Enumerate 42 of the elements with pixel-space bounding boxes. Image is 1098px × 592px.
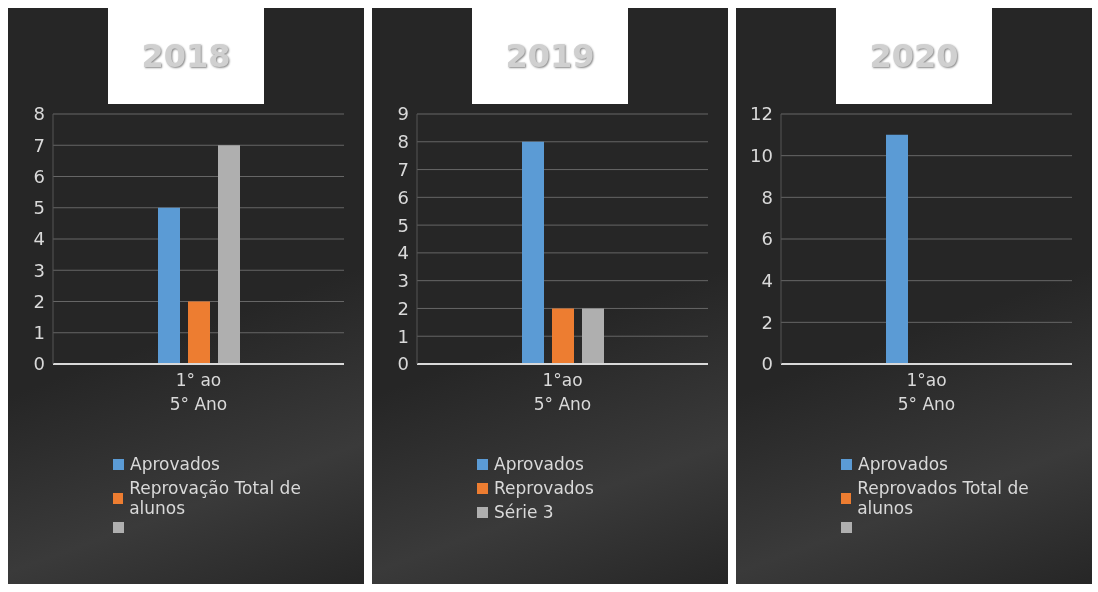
y-tick-label: 2	[397, 297, 409, 319]
y-tick-label: 8	[397, 131, 409, 153]
y-tick-label: 2	[761, 311, 773, 333]
chart-title: 2020	[836, 8, 992, 104]
x-tick-label: 1°ao 5° Ano	[533, 370, 592, 414]
x-tick-label: 1°ao 5° Ano	[897, 370, 956, 414]
y-tick-label: 6	[761, 228, 773, 250]
y-tick-label: 7	[33, 134, 45, 156]
bar	[188, 301, 210, 364]
bar	[218, 145, 240, 364]
y-tick-label: 4	[397, 242, 409, 264]
legend-label: Aprovados	[130, 454, 220, 474]
y-tick-label: 0	[33, 353, 45, 375]
legend-label: Reprovados	[494, 478, 594, 498]
chart-title: 2018	[108, 8, 264, 104]
y-tick-label: 10	[750, 145, 773, 167]
y-tick-label: 0	[761, 353, 773, 375]
y-tick-label: 0	[397, 353, 409, 375]
y-tick-label: 4	[33, 228, 45, 250]
y-tick-label: 1	[397, 325, 409, 347]
y-tick-label: 5	[33, 197, 45, 219]
y-tick-label: 3	[33, 259, 45, 281]
y-tick-label: 1	[33, 322, 45, 344]
x-tick-label: 1° ao 5° Ano	[169, 370, 228, 414]
y-tick-label: 12	[750, 103, 773, 125]
y-tick-label: 8	[33, 103, 45, 125]
chart-title: 2019	[472, 8, 628, 104]
y-tick-label: 4	[761, 270, 773, 292]
legend-label: Aprovados	[858, 454, 948, 474]
legend-label: Série 3	[494, 502, 554, 522]
y-tick-label: 3	[397, 270, 409, 292]
legend-label: Aprovados	[494, 454, 584, 474]
y-tick-label: 6	[33, 165, 45, 187]
y-tick-label: 9	[397, 103, 409, 125]
legend-label: Reprovação Total de alunos	[129, 478, 302, 518]
y-tick-label: 2	[33, 290, 45, 312]
bar	[158, 207, 180, 364]
y-tick-label: 6	[397, 186, 409, 208]
y-tick-label: 5	[397, 214, 409, 236]
y-tick-label: 8	[761, 186, 773, 208]
y-tick-label: 7	[397, 158, 409, 180]
legend-label: Reprovados Total de alunos	[857, 478, 1030, 518]
